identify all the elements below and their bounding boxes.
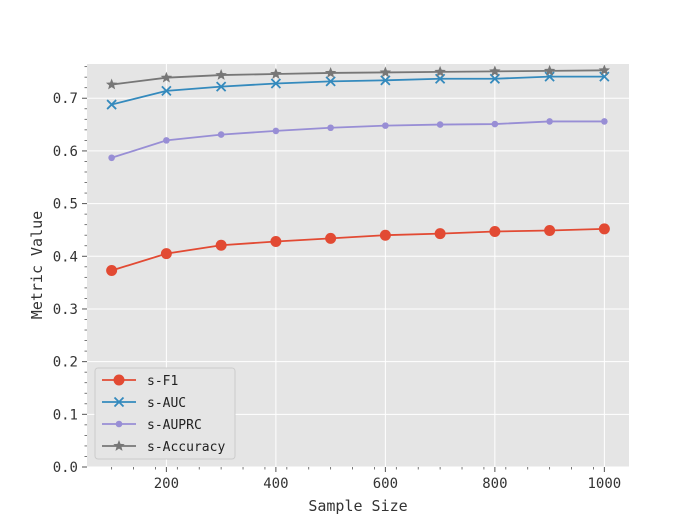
y-tick-label: 0.2 bbox=[53, 355, 78, 371]
x-tick-label: 800 bbox=[482, 476, 507, 492]
y-tick-label: 0.5 bbox=[53, 197, 78, 213]
data-point bbox=[215, 81, 227, 92]
series-line bbox=[111, 227, 605, 272]
data-point bbox=[544, 224, 556, 236]
data-point bbox=[598, 64, 611, 76]
data-point bbox=[106, 99, 117, 110]
legend-marker bbox=[113, 440, 125, 451]
data-point bbox=[105, 78, 118, 90]
x-tick-label: 600 bbox=[373, 476, 398, 492]
data-point bbox=[106, 265, 118, 277]
data-point bbox=[379, 66, 392, 78]
data-point bbox=[108, 154, 115, 162]
legend: s-F1 s-AUC s-AUPRC s-Accuracy bbox=[94, 367, 236, 460]
data-point bbox=[436, 121, 444, 128]
data-point bbox=[380, 75, 391, 86]
x-tick-label: 400 bbox=[263, 476, 288, 492]
series-s-accuracy bbox=[105, 64, 611, 90]
data-point bbox=[270, 236, 282, 248]
data-point bbox=[324, 66, 337, 78]
data-point bbox=[489, 65, 501, 77]
legend-marker bbox=[113, 374, 125, 386]
data-point bbox=[382, 122, 389, 129]
data-point bbox=[160, 248, 172, 260]
data-point bbox=[270, 78, 282, 89]
data-point bbox=[270, 68, 282, 79]
series-s-f1 bbox=[106, 223, 610, 277]
x-tick-label: 1000 bbox=[588, 476, 622, 492]
data-point bbox=[163, 137, 170, 144]
grid-lines bbox=[87, 64, 629, 468]
y-tick-label: 0.1 bbox=[53, 407, 78, 423]
data-point bbox=[379, 229, 391, 241]
data-point bbox=[601, 118, 608, 125]
legend-marker bbox=[113, 396, 125, 408]
x-axis-title: Sample Size bbox=[308, 497, 407, 515]
y-tick-label: 0.4 bbox=[53, 249, 78, 265]
data-point bbox=[160, 71, 173, 83]
axis-ticks: 0.0 0.1 0.2 0.3 0.4 0.5 0.6 0.7 200 400 600 800 1000 bbox=[53, 66, 622, 492]
data-point bbox=[215, 69, 227, 80]
series-line bbox=[111, 75, 605, 106]
y-tick-label: 0.0 bbox=[53, 460, 78, 476]
series-line bbox=[111, 120, 605, 159]
series-s-auc bbox=[106, 71, 610, 110]
data-point bbox=[598, 223, 610, 235]
data-point bbox=[217, 131, 225, 138]
data-point bbox=[491, 120, 499, 128]
data-point bbox=[325, 76, 336, 87]
data-point bbox=[544, 71, 555, 82]
data-point bbox=[325, 232, 337, 244]
data-point bbox=[272, 127, 280, 135]
legend-label: s-AUPRC bbox=[147, 418, 202, 433]
data-point bbox=[546, 118, 553, 125]
legend-label: s-Accuracy bbox=[147, 440, 225, 455]
legend-label: s-AUC bbox=[147, 396, 186, 411]
series-layer bbox=[105, 64, 611, 277]
data-point bbox=[434, 228, 446, 240]
legend-box bbox=[94, 367, 236, 460]
data-point bbox=[327, 124, 334, 132]
y-tick-label: 0.6 bbox=[53, 144, 78, 160]
data-point bbox=[489, 226, 501, 238]
y-tick-label: 0.3 bbox=[53, 302, 78, 318]
data-point bbox=[434, 65, 446, 77]
data-point bbox=[543, 64, 556, 76]
series-line bbox=[111, 69, 605, 86]
y-axis-title: Metric Value bbox=[28, 211, 46, 319]
legend-marker bbox=[115, 420, 123, 428]
data-point bbox=[215, 239, 227, 251]
x-tick-label: 200 bbox=[154, 476, 179, 492]
legend-label: s-F1 bbox=[147, 374, 178, 389]
data-point bbox=[161, 85, 172, 97]
series-s-auprc bbox=[108, 118, 608, 162]
y-tick-label: 0.7 bbox=[53, 91, 78, 107]
